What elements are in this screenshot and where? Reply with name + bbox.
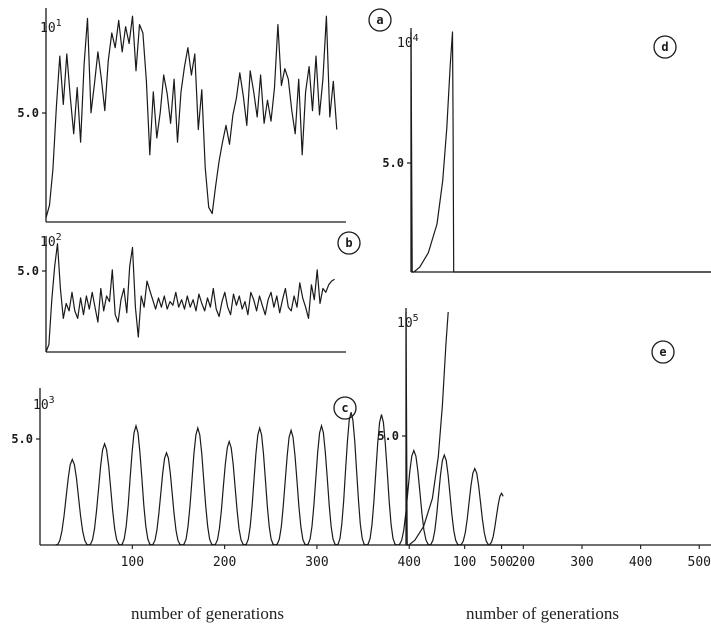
panel-label-circle [337,231,361,255]
x-tick-label: 400 [629,555,652,570]
x-tick-label: 300 [570,555,593,570]
x-tick-label: 400 [397,555,420,570]
x-tick-label: 300 [305,555,328,570]
x-tick-label: 500 [688,555,711,570]
scale-label: 102 [40,232,62,250]
x-tick-label: 100 [121,555,144,570]
panel-a: 5.0 101 a [17,8,392,223]
series-line [410,31,711,273]
left-xlabel: number of generations [131,604,284,623]
series-line [45,15,338,218]
x-tick-label: 500 [490,555,513,570]
scale-exponent: 1 [56,18,62,29]
scale-exponent: 3 [49,395,55,406]
scale-label: 104 [397,33,419,51]
y-tick-label: 5.0 [382,156,404,170]
panel-label-circle [333,396,357,420]
series-line [405,311,449,546]
y-tick-label: 5.0 [11,432,33,446]
panel-e: 5.0 105 e 100 200 300 400 500 [377,308,711,570]
x-tick-label: 200 [213,555,236,570]
panel-c: 5.0 103 c 100 200 300 400 500 [11,388,520,570]
x-tick-label: 200 [512,555,535,570]
scale-label: 105 [397,313,419,331]
y-tick-label: 5.0 [377,429,399,443]
panel-label-circle [368,8,392,32]
x-tick-label: 100 [453,555,476,570]
panel-label: d [661,40,668,54]
scale-exponent: 2 [56,232,62,243]
scale-exponent: 4 [413,33,419,44]
panel-label: b [345,236,352,250]
panel-d: 5.0 104 d [382,28,711,273]
scale-exponent: 5 [413,313,419,324]
y-tick-label: 5.0 [17,264,39,278]
panel-label-circle [653,35,677,59]
panel-label: e [659,345,666,359]
panel-label: a [376,13,383,27]
right-xlabel: number of generations [466,604,619,623]
scale-label: 103 [33,395,55,413]
scale-label: 101 [40,18,62,36]
series-line [55,412,504,546]
panel-label-circle [651,340,675,364]
y-tick-label: 5.0 [17,106,39,120]
series-line [45,243,335,353]
panel-label: c [341,401,348,415]
